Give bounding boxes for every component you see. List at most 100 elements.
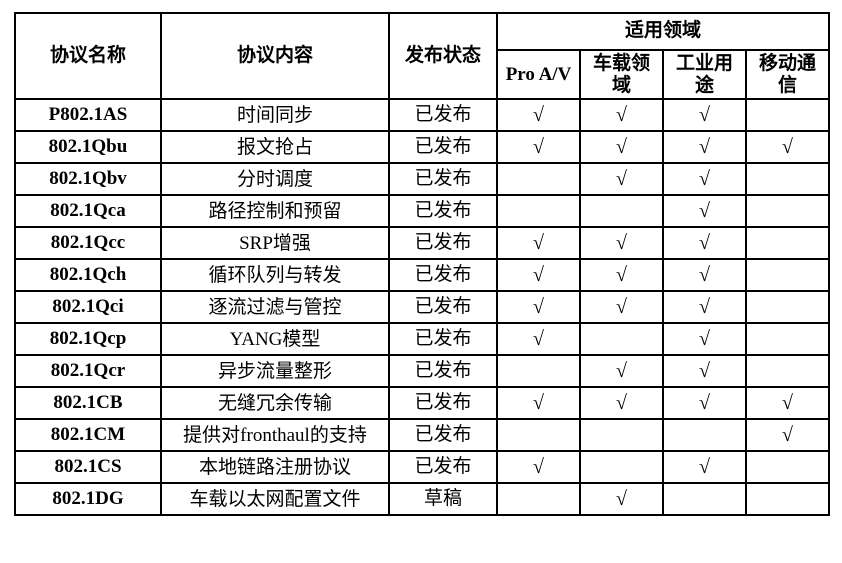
cell-domain-1: √: [580, 291, 663, 323]
cell-domain-1: √: [580, 131, 663, 163]
cell-status: 已发布: [389, 419, 497, 451]
cell-protocol-desc: 本地链路注册协议: [161, 451, 389, 483]
cell-domain-1: √: [580, 259, 663, 291]
cell-protocol-name: 802.1Qbu: [15, 131, 161, 163]
cell-domain-0: √: [497, 259, 580, 291]
cell-domain-2: [663, 483, 746, 515]
cell-domain-0: [497, 419, 580, 451]
cell-status: 已发布: [389, 259, 497, 291]
cell-domain-2: √: [663, 227, 746, 259]
cell-domain-0: √: [497, 227, 580, 259]
table-row: P802.1AS时间同步已发布√√√: [15, 99, 829, 131]
cell-protocol-desc: 逐流过滤与管控: [161, 291, 389, 323]
col-header-name: 协议名称: [15, 13, 161, 99]
protocol-table: 协议名称 协议内容 发布状态 适用领域 Pro A/V 车载领域 工业用途 移动…: [14, 12, 830, 516]
cell-domain-3: [746, 451, 829, 483]
col-header-domain-1: 车载领域: [580, 50, 663, 100]
cell-domain-0: [497, 355, 580, 387]
cell-protocol-name: 802.1Qca: [15, 195, 161, 227]
cell-protocol-name: 802.1Qcc: [15, 227, 161, 259]
cell-domain-3: [746, 163, 829, 195]
cell-protocol-name: 802.1DG: [15, 483, 161, 515]
cell-protocol-desc: 异步流量整形: [161, 355, 389, 387]
cell-domain-2: √: [663, 131, 746, 163]
col-header-domain-0: Pro A/V: [497, 50, 580, 100]
table-row: 802.1DG车载以太网配置文件草稿 √: [15, 483, 829, 515]
cell-domain-2: √: [663, 451, 746, 483]
cell-status: 已发布: [389, 291, 497, 323]
cell-domain-3: [746, 259, 829, 291]
cell-domain-3: [746, 99, 829, 131]
cell-domain-1: √: [580, 355, 663, 387]
table-row: 802.1QccSRP增强已发布√√√: [15, 227, 829, 259]
col-header-status: 发布状态: [389, 13, 497, 99]
cell-domain-1: [580, 323, 663, 355]
col-header-domains: 适用领域: [497, 13, 829, 50]
cell-domain-2: √: [663, 99, 746, 131]
cell-domain-1: √: [580, 227, 663, 259]
cell-domain-3: [746, 195, 829, 227]
cell-domain-3: [746, 483, 829, 515]
cell-domain-1: √: [580, 387, 663, 419]
cell-protocol-desc: SRP增强: [161, 227, 389, 259]
cell-protocol-desc: 时间同步: [161, 99, 389, 131]
table-row: 802.1Qch循环队列与转发已发布√√√: [15, 259, 829, 291]
cell-domain-1: √: [580, 163, 663, 195]
cell-protocol-name: 802.1Qci: [15, 291, 161, 323]
cell-domain-3: [746, 291, 829, 323]
cell-domain-2: √: [663, 355, 746, 387]
cell-domain-0: √: [497, 451, 580, 483]
cell-protocol-desc: 循环队列与转发: [161, 259, 389, 291]
cell-domain-1: √: [580, 483, 663, 515]
cell-domain-2: √: [663, 291, 746, 323]
cell-status: 已发布: [389, 451, 497, 483]
table-row: 802.1CM提供对fronthaul的支持已发布√: [15, 419, 829, 451]
cell-domain-0: √: [497, 99, 580, 131]
cell-domain-3: √: [746, 131, 829, 163]
table-row: 802.1Qci逐流过滤与管控已发布√√√: [15, 291, 829, 323]
cell-protocol-desc: 无缝冗余传输: [161, 387, 389, 419]
cell-status: 已发布: [389, 227, 497, 259]
cell-protocol-desc: 路径控制和预留: [161, 195, 389, 227]
cell-protocol-name: 802.1CS: [15, 451, 161, 483]
cell-domain-3: [746, 227, 829, 259]
cell-domain-1: [580, 451, 663, 483]
cell-domain-0: [497, 163, 580, 195]
cell-protocol-name: 802.1Qcp: [15, 323, 161, 355]
cell-domain-1: √: [580, 99, 663, 131]
cell-status: 已发布: [389, 323, 497, 355]
cell-domain-3: √: [746, 387, 829, 419]
table-row: 802.1Qbu报文抢占已发布√√√√: [15, 131, 829, 163]
cell-status: 草稿: [389, 483, 497, 515]
cell-domain-0: √: [497, 131, 580, 163]
cell-status: 已发布: [389, 355, 497, 387]
cell-status: 已发布: [389, 99, 497, 131]
cell-protocol-name: P802.1AS: [15, 99, 161, 131]
col-header-domain-2: 工业用途: [663, 50, 746, 100]
table-row: 802.1CB无缝冗余传输已发布√√√√: [15, 387, 829, 419]
cell-domain-2: √: [663, 163, 746, 195]
cell-protocol-name: 802.1Qch: [15, 259, 161, 291]
cell-domain-0: √: [497, 291, 580, 323]
cell-domain-1: [580, 419, 663, 451]
cell-status: 已发布: [389, 195, 497, 227]
col-header-domain-3: 移动通信: [746, 50, 829, 100]
cell-protocol-name: 802.1CM: [15, 419, 161, 451]
cell-domain-2: √: [663, 195, 746, 227]
cell-protocol-desc: 分时调度: [161, 163, 389, 195]
table-row: 802.1Qca路径控制和预留已发布 √: [15, 195, 829, 227]
cell-domain-0: √: [497, 387, 580, 419]
cell-domain-3: [746, 323, 829, 355]
table-row: 802.1CS本地链路注册协议已发布√√: [15, 451, 829, 483]
cell-protocol-name: 802.1Qbv: [15, 163, 161, 195]
cell-domain-0: [497, 195, 580, 227]
table-row: 802.1Qcr异步流量整形已发布√√: [15, 355, 829, 387]
cell-domain-2: √: [663, 259, 746, 291]
cell-status: 已发布: [389, 387, 497, 419]
cell-status: 已发布: [389, 131, 497, 163]
cell-domain-0: [497, 483, 580, 515]
col-header-desc: 协议内容: [161, 13, 389, 99]
cell-protocol-desc: 车载以太网配置文件: [161, 483, 389, 515]
cell-protocol-desc: 提供对fronthaul的支持: [161, 419, 389, 451]
table-row: 802.1Qbv分时调度已发布√√: [15, 163, 829, 195]
